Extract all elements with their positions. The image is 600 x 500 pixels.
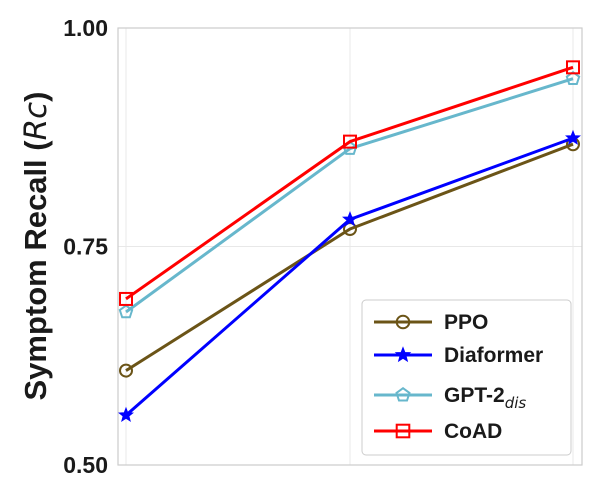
data-point-marker xyxy=(118,304,134,319)
data-point-marker xyxy=(565,129,581,145)
data-point-marker xyxy=(394,346,412,363)
data-point-marker xyxy=(343,134,357,149)
y-axis-label-close: ) xyxy=(18,91,53,101)
legend-item: Diaformer xyxy=(374,344,543,367)
data-point-marker xyxy=(395,314,411,330)
data-point-marker xyxy=(342,211,358,227)
data-point-marker xyxy=(566,60,580,75)
legend-label-main: PPO xyxy=(444,311,488,334)
y-tick-label: 1.00 xyxy=(63,15,108,41)
y-tick-label: 0.50 xyxy=(63,452,108,478)
legend-item: GPT-2dis xyxy=(374,384,526,412)
data-point-marker xyxy=(395,386,411,402)
y-axis-ticks: 0.50 0.75 1.00 xyxy=(63,15,108,478)
data-point-marker xyxy=(118,406,134,422)
series-diaformer xyxy=(118,129,581,422)
legend-label: Diaformer xyxy=(444,344,543,367)
series-layer xyxy=(118,60,581,422)
data-point-marker xyxy=(395,423,411,439)
legend-label: PPO xyxy=(444,311,488,334)
legend-frame xyxy=(361,299,572,456)
legend-label-main: CoAD xyxy=(444,420,502,443)
data-point-marker xyxy=(119,291,133,306)
series-line xyxy=(125,142,574,372)
data-point-marker xyxy=(119,363,133,378)
y-tick-label: 0.75 xyxy=(63,234,108,260)
data-point-marker xyxy=(565,70,581,85)
legend-item: PPO xyxy=(374,311,488,334)
series-coad xyxy=(119,60,580,306)
legend-label: GPT-2dis xyxy=(444,384,526,412)
y-axis-label-symbol: Rc xyxy=(18,102,54,141)
y-axis-label: Symptom Recall (Rc) xyxy=(18,91,54,400)
legend-label: CoAD xyxy=(444,420,502,443)
legend-item: CoAD xyxy=(374,420,502,443)
y-axis-label-main: Symptom Recall ( xyxy=(18,140,53,401)
plot-area-frame xyxy=(117,27,583,466)
legend-label-subscript: dis xyxy=(505,394,527,412)
legend-label-main: GPT-2 xyxy=(444,384,505,407)
data-point-marker xyxy=(343,222,357,237)
legend-label-main: Diaformer xyxy=(444,344,543,367)
series-line xyxy=(125,65,574,301)
